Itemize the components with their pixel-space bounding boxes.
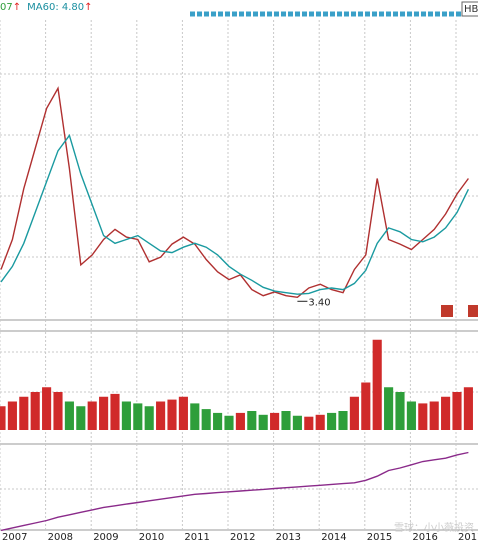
volume-bar <box>30 392 40 430</box>
watermark: 雪球：小小薇投资 <box>394 521 474 534</box>
volume-bar <box>395 392 405 430</box>
x-tick-label: 2017 <box>458 532 478 543</box>
volume-bar <box>110 393 120 430</box>
volume-bar <box>178 396 188 430</box>
x-tick-label: 2014 <box>321 532 346 543</box>
volume-bar <box>19 396 29 430</box>
volume-bar <box>441 396 451 430</box>
x-tick-label: 2007 <box>2 532 27 543</box>
badge-box <box>461 1 478 17</box>
legend-item: ↑ <box>84 2 92 13</box>
volume-bar <box>167 399 177 430</box>
event-icon <box>441 305 453 317</box>
volume-bar <box>304 416 314 430</box>
x-tick-label: 2013 <box>276 532 301 543</box>
x-tick-label: 2010 <box>139 532 164 543</box>
data-label: 3.40 <box>308 297 330 308</box>
volume-bar <box>133 403 143 430</box>
volume-bar <box>121 401 131 430</box>
grid <box>0 73 478 531</box>
x-tick-label: 2015 <box>367 532 392 543</box>
legend-item: ↑ <box>13 2 21 13</box>
badge: HB <box>464 4 478 15</box>
volume-bar <box>87 401 97 430</box>
x-tick-label: 2009 <box>93 532 118 543</box>
volume-bar <box>315 414 325 430</box>
volume-bar <box>235 412 245 430</box>
volume-bar <box>406 401 416 430</box>
volume-bar <box>418 403 428 430</box>
top-markers <box>190 1 478 317</box>
volume-bar <box>144 406 154 430</box>
volume-bar <box>7 401 17 430</box>
volume-bar <box>64 401 74 430</box>
volume-bar <box>99 396 109 430</box>
volume-bar <box>224 415 234 430</box>
volume-bar <box>338 411 348 430</box>
volume-bar <box>429 401 439 430</box>
volume-bar <box>327 412 337 430</box>
volume-bar <box>247 411 257 430</box>
volume-bar <box>53 392 63 430</box>
volume-bar <box>76 406 86 430</box>
x-tick-label: 2016 <box>412 532 437 543</box>
line-series <box>0 133 470 295</box>
x-tick-label: 2008 <box>48 532 73 543</box>
x-tick-label: 2011 <box>184 532 209 543</box>
line-series <box>0 451 469 532</box>
volume-bar <box>42 387 52 430</box>
legend-item: MA60: 4.80 <box>27 2 84 13</box>
event-icon <box>468 305 478 317</box>
volume-bar <box>0 406 6 430</box>
volume-bar <box>270 412 280 430</box>
volume-bar <box>463 387 473 430</box>
volume-bar <box>281 411 291 430</box>
volume-bar <box>190 403 200 430</box>
x-tick-label: 2012 <box>230 532 255 543</box>
volume-bar <box>201 409 211 430</box>
volume-bar <box>292 415 302 430</box>
volume-bar <box>361 382 371 430</box>
volume-bar <box>349 396 359 430</box>
volume-bar <box>213 412 223 430</box>
volume-bar <box>258 414 268 430</box>
legend: 07↑ MA60: 4.80↑ <box>0 2 93 13</box>
volume-bar <box>372 339 382 430</box>
volume-bar <box>384 387 394 430</box>
volume-bar <box>156 401 166 430</box>
volume-bar <box>452 392 462 430</box>
legend-item: 07 <box>0 2 13 13</box>
line-series <box>0 86 469 299</box>
